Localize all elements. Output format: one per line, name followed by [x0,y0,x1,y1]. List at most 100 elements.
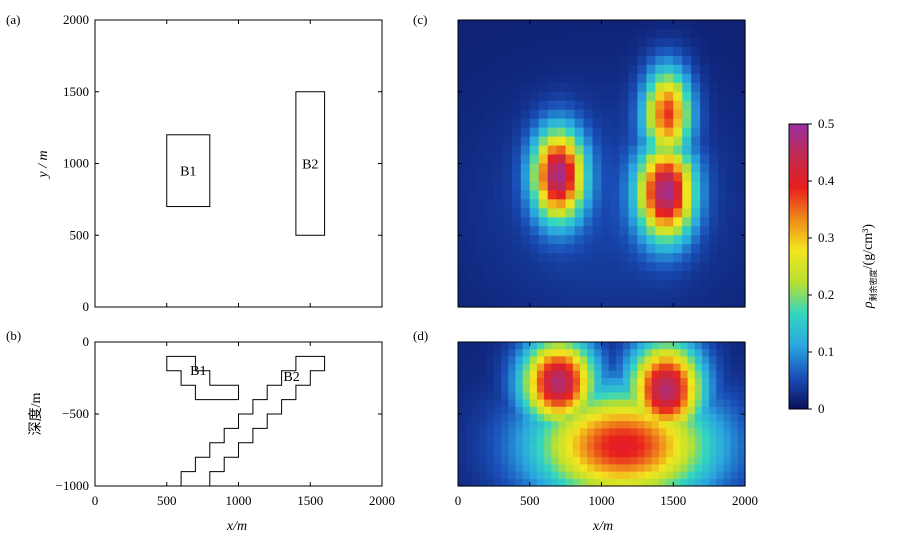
heatmap-cell [637,280,647,290]
heatmap-cell [511,136,522,147]
heatmap-cell [709,109,719,120]
heatmap-cell [664,190,674,200]
heatmap-cell [673,435,682,444]
heatmap-cell [511,163,522,174]
heatmap-cell [628,91,638,102]
heatmap-cell [594,342,603,350]
heatmap-cell [515,428,524,437]
heatmap-cell [484,163,495,174]
heatmap-cell [730,471,739,480]
heatmap-cell [565,109,576,120]
heatmap-cell [592,82,603,93]
heatmap-cell [479,464,488,473]
heatmap-cell [664,226,674,236]
heatmap-cell [502,64,513,75]
heatmap-cell [592,289,603,299]
heatmap-cell [556,109,567,120]
heatmap-cell [646,226,656,236]
heatmap-cell [529,235,540,245]
heatmap-cell [673,298,683,308]
heatmap-cell [723,392,732,401]
heatmap-cell [709,136,719,147]
heatmap-cell [547,208,558,218]
heatmap-cell [547,145,558,156]
heatmap-cell [522,414,531,422]
heatmap-cell [479,356,488,365]
heatmap-cell [592,217,603,227]
heatmap-cell [515,478,524,487]
heatmap-cell [694,435,703,444]
heatmap-cell [687,406,696,415]
colorbar-tick-label: 0.5 [818,116,834,131]
heatmap-cell [551,385,560,393]
heatmap-cell [691,298,701,308]
heatmap-cell [716,385,725,393]
heatmap-cell [646,46,656,57]
heatmap-cell [619,20,630,30]
heatmap-cell [673,136,683,147]
heatmap-cell [623,363,631,372]
heatmap-cell [520,20,531,30]
heatmap-cell [484,172,495,183]
heatmap-cell [502,172,513,183]
heatmap-cell [574,217,585,227]
heatmap-cell [583,100,594,111]
heatmap-cell [601,471,610,480]
heatmap-cell [472,342,481,350]
heatmap-cell [673,145,683,156]
heatmap-cell [737,428,746,437]
heatmap-cell [475,226,486,236]
heatmap-cell [501,435,509,444]
heatmap-cell [700,136,710,147]
heatmap-cell [574,181,585,192]
heatmap-cell [515,356,524,365]
heatmap-cell [579,349,588,357]
heatmap-cell [716,421,725,429]
heatmap-cell [737,478,746,487]
heatmap-cell [511,208,522,218]
heatmap-cell [610,208,621,218]
heatmap-cell [700,145,710,156]
heatmap-cell [472,464,481,473]
heatmap-cell [583,55,594,66]
heatmap-cell [727,154,737,165]
heatmap-cell [736,271,746,281]
heatmap-cell [673,464,682,473]
heatmap-cell [646,145,656,156]
heatmap-cell [565,414,574,422]
block-b2-section [180,355,326,487]
heatmap-cell [628,127,638,138]
heatmap-cell [623,406,631,415]
heatmap-cell [736,172,746,183]
heatmap-cell [700,91,710,102]
heatmap-cell [682,109,692,120]
heatmap-cell [594,464,603,473]
heatmap-cell [501,399,509,408]
heatmap-cell [664,199,674,209]
heatmap-cell [658,464,667,473]
heatmap-cell [493,163,504,174]
heatmap-cell [666,428,674,437]
heatmap-cell [502,244,513,254]
heatmap-cell [536,392,545,401]
heatmap-cell [709,442,717,451]
heatmap-cell [691,109,701,120]
heatmap-cell [727,37,737,48]
heatmap-cell [658,406,667,415]
heatmap-cell [493,271,504,281]
heatmap-cell [592,280,603,290]
heatmap-cell [644,450,653,458]
heatmap-cell [709,478,717,487]
y-tick-label: 0 [83,299,90,314]
heatmap-cell [709,181,719,192]
heatmap-cell [664,271,674,281]
heatmap-cell [515,378,524,386]
heatmap-cell [673,370,682,379]
heatmap-cell [700,163,710,174]
heatmap-cell [538,298,549,308]
heatmap-cell [511,82,522,93]
heatmap-cell [619,28,630,39]
heatmap-cell [727,217,737,227]
heatmap-cell [700,199,710,209]
y-tick-label: 500 [70,227,90,242]
